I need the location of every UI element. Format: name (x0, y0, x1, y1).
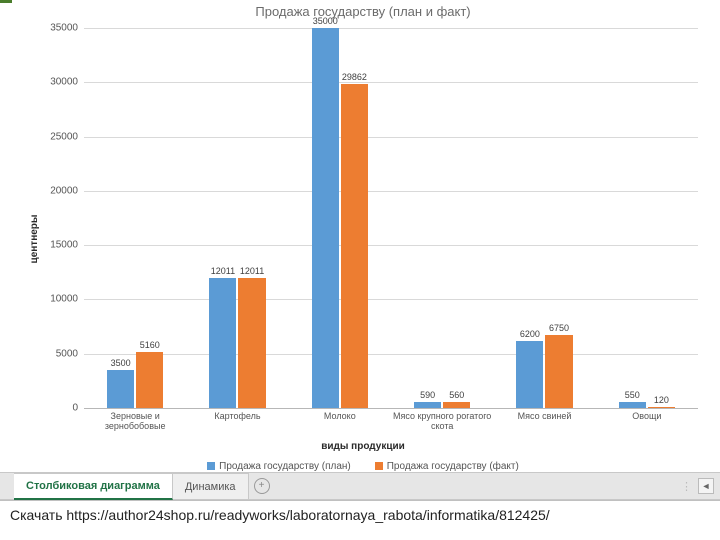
gridline (84, 137, 698, 138)
legend-item: Продажа государству (факт) (375, 461, 519, 472)
gridline (84, 245, 698, 246)
bar-value-label: 560 (449, 390, 464, 400)
bar-group: 590560Мясо крупного рогатого скота (414, 28, 470, 408)
chevron-left-icon: ◄ (702, 481, 711, 491)
bar-group: 1201112011Картофель (209, 28, 265, 408)
gridline (84, 299, 698, 300)
x-category-label: Зерновые изернобобовые (84, 412, 186, 432)
gridline (84, 191, 698, 192)
add-sheet-button[interactable]: + (249, 473, 275, 499)
bar-value-label: 5160 (140, 340, 160, 350)
sheet-tab-strip: Столбиковая диаграмма Динамика + ⋮ ◄ (0, 472, 720, 500)
bar: 590 (414, 402, 441, 408)
sheet-tab-label: Динамика (185, 481, 236, 493)
y-tick-label: 5000 (56, 348, 78, 359)
tab-separator-icon: ⋮ (681, 480, 692, 493)
y-tick-label: 30000 (50, 77, 78, 88)
sheet-tab-active[interactable]: Столбиковая диаграмма (14, 473, 173, 500)
gridline (84, 28, 698, 29)
chart-title: Продажа государству (план и факт) (14, 4, 712, 19)
chart-container: Продажа государству (план и факт) центне… (14, 4, 712, 474)
bar-value-label: 120 (654, 395, 669, 405)
bar-group: 3500029862Молоко (312, 28, 368, 408)
bar: 6200 (516, 341, 543, 408)
y-tick-label: 0 (72, 403, 78, 414)
bar-value-label: 29862 (342, 72, 367, 82)
bar: 5160 (136, 352, 163, 408)
bar: 12011 (209, 278, 236, 408)
y-tick-label: 20000 (50, 185, 78, 196)
bar: 550 (619, 402, 646, 408)
x-category-label: Мясо крупного рогатого скота (391, 412, 493, 432)
x-category-label: Овощи (596, 412, 698, 422)
bar-value-label: 35000 (313, 16, 338, 26)
y-tick-label: 15000 (50, 240, 78, 251)
bar: 3500 (107, 370, 134, 408)
bar-value-label: 590 (420, 390, 435, 400)
download-link[interactable]: Скачать https://author24shop.ru/readywor… (10, 507, 550, 523)
bar: 29862 (341, 84, 368, 408)
gridline (84, 354, 698, 355)
bar-value-label: 12011 (211, 266, 235, 276)
plus-icon: + (254, 478, 270, 494)
bar: 12011 (238, 278, 265, 408)
bar: 35000 (312, 28, 339, 408)
bar-group: 62006750Мясо свиней (516, 28, 572, 408)
bar: 560 (443, 402, 470, 408)
legend: Продажа государству (план) Продажа госуда… (14, 461, 712, 472)
x-category-label: Мясо свиней (493, 412, 595, 422)
y-tick-label: 10000 (50, 294, 78, 305)
x-category-label: Молоко (289, 412, 391, 422)
bar-value-label: 6200 (520, 329, 540, 339)
gridline (84, 82, 698, 83)
bar-value-label: 6750 (549, 323, 569, 333)
bar-group: 35005160Зерновые изернобобовые (107, 28, 163, 408)
legend-swatch (207, 462, 215, 470)
download-footer: Скачать https://author24shop.ru/readywor… (0, 500, 720, 540)
legend-item: Продажа государству (план) (207, 461, 351, 472)
tab-scroll-left-button[interactable]: ◄ (698, 478, 714, 494)
legend-swatch (375, 462, 383, 470)
bar: 120 (648, 407, 675, 408)
plot-area: 0500010000150002000025000300003500035005… (84, 28, 698, 408)
gridline (84, 408, 698, 409)
bar-value-label: 3500 (111, 358, 131, 368)
x-category-label: Картофель (186, 412, 288, 422)
sheet-tab-label: Столбиковая диаграмма (26, 480, 160, 492)
bar-value-label: 550 (625, 390, 640, 400)
bar-group: 550120Овощи (619, 28, 675, 408)
y-axis-label: центнеры (29, 215, 40, 264)
y-tick-label: 35000 (50, 23, 78, 34)
sheet-tab-dynamics[interactable]: Динамика (173, 473, 249, 499)
bar-value-label: 12011 (240, 266, 264, 276)
legend-label: Продажа государству (план) (219, 461, 351, 472)
y-tick-label: 25000 (50, 131, 78, 142)
x-axis-label: виды продукции (14, 441, 712, 452)
download-prefix: Скачать (10, 507, 66, 523)
bar: 6750 (545, 335, 572, 408)
legend-label: Продажа государству (факт) (387, 461, 519, 472)
download-url: https://author24shop.ru/readyworks/labor… (66, 507, 549, 523)
